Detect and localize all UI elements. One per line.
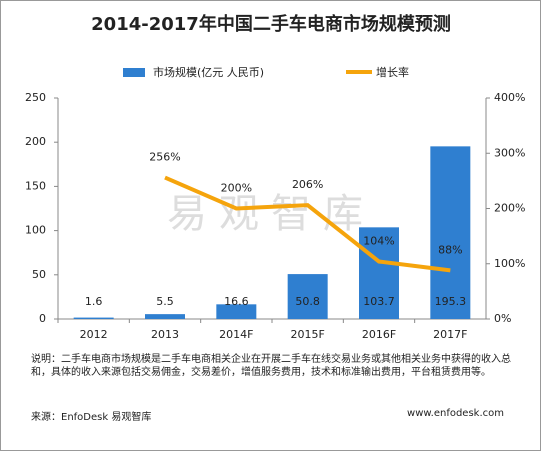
bar	[145, 314, 185, 319]
y2-tick-label: 0%	[494, 312, 511, 325]
website: www.enfodesk.com	[407, 408, 504, 419]
line-label: 200%	[221, 182, 252, 195]
line-label: 88%	[438, 243, 462, 256]
line	[164, 175, 451, 273]
bar	[73, 317, 114, 319]
x-tick-label: 2014F	[219, 328, 253, 341]
bar-label: 50.8	[295, 295, 320, 308]
y-tick-label: 50	[32, 268, 46, 281]
legend-label: 增长率	[376, 65, 409, 79]
y2-tick-label: 300%	[494, 146, 525, 159]
x-tick-label: 2013	[151, 328, 179, 341]
bar-label: 195.3	[435, 295, 467, 308]
legend-label: 市场规模(亿元 人民币)	[153, 65, 264, 79]
x-tick-label: 2015F	[291, 328, 325, 341]
y-tick-label: 0	[39, 312, 46, 325]
x-tick-label: 2012	[80, 328, 108, 341]
bar	[430, 146, 471, 319]
y-tick-label: 150	[25, 179, 46, 192]
bar-label: 5.5	[156, 295, 174, 308]
y2-tick-label: 100%	[494, 257, 525, 270]
bar-label: 1.6	[85, 295, 103, 308]
y2-tick-label: 400%	[494, 91, 525, 104]
y-tick-label: 200	[25, 135, 46, 148]
y-tick-label: 100	[25, 224, 46, 237]
legend-swatch	[123, 68, 145, 77]
x-tick-label: 2016F	[362, 328, 396, 341]
chart-title: 2014-2017年中国二手车电商市场规模预测	[91, 13, 451, 35]
bar	[216, 304, 257, 319]
bar	[287, 274, 328, 319]
bar-label: 16.6	[224, 295, 249, 308]
line-label: 256%	[149, 151, 180, 164]
x-tick-label: 2017F	[433, 328, 467, 341]
line-label: 104%	[363, 235, 394, 248]
bar-label: 103.7	[363, 295, 395, 308]
watermark: 易观智库	[167, 191, 375, 237]
source: 来源：EnfoDesk 易观智库	[31, 412, 152, 423]
bar	[359, 227, 399, 319]
line-label: 206%	[292, 178, 323, 191]
note: 说明：二手车电商市场规模是二手车电商相关企业在开展二手车在线交易业务或其他相关业…	[31, 354, 511, 378]
y2-tick-label: 200%	[494, 202, 525, 215]
y-tick-label: 250	[25, 91, 46, 104]
